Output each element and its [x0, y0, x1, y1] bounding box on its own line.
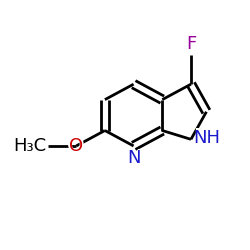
Text: N: N [125, 148, 142, 169]
Text: O: O [68, 136, 85, 156]
Text: N: N [127, 148, 140, 166]
Text: F: F [184, 33, 198, 53]
Text: H₃C: H₃C [13, 137, 46, 155]
Text: NH: NH [194, 128, 228, 148]
Text: O: O [69, 137, 83, 155]
Text: NH: NH [194, 129, 220, 147]
Text: F: F [186, 35, 196, 53]
Text: H₃C: H₃C [5, 136, 46, 156]
